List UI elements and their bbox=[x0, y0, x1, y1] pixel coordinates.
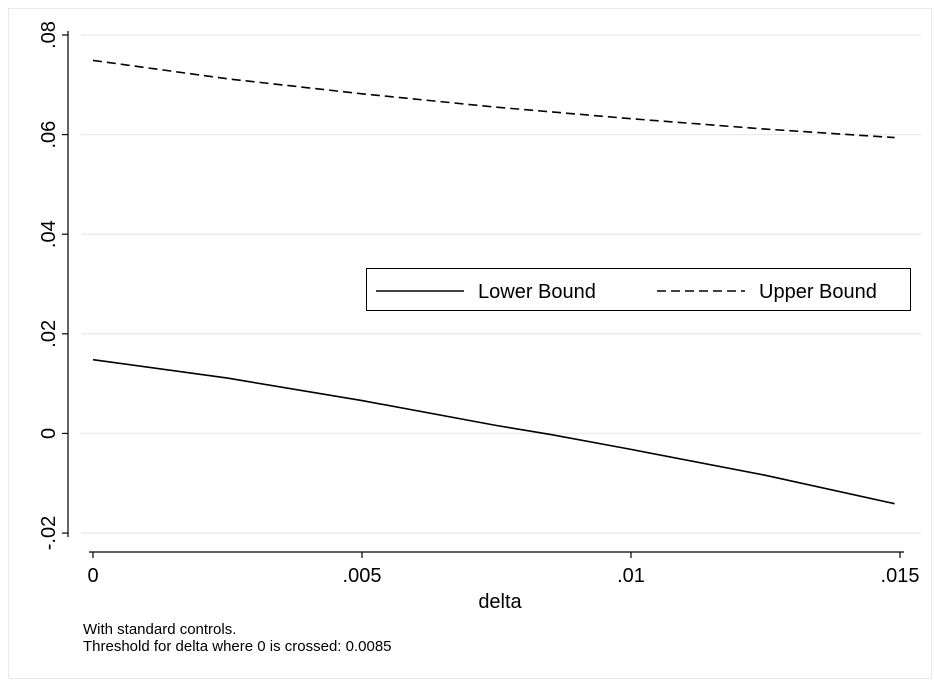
legend: Lower Bound Upper Bound bbox=[366, 268, 911, 311]
x-tick-label: .015 bbox=[881, 565, 920, 587]
series-layer bbox=[92, 59, 895, 505]
x-tick-label: .01 bbox=[617, 565, 645, 587]
grid-lines bbox=[81, 34, 921, 534]
legend-label-upper-bound: Upper Bound bbox=[759, 281, 877, 303]
legend-box bbox=[366, 268, 911, 311]
series-line-upper-bound bbox=[92, 59, 895, 139]
y-tick-label: .04 bbox=[38, 220, 60, 248]
y-tick-label: 0 bbox=[38, 428, 60, 439]
legend-label-lower-bound: Lower Bound bbox=[478, 281, 596, 303]
chart-note-threshold: Threshold for delta where 0 is crossed: … bbox=[83, 638, 392, 655]
figure-frame bbox=[8, 8, 932, 679]
x-tick-label: .005 bbox=[343, 565, 382, 587]
y-tick-label: .08 bbox=[38, 21, 60, 49]
y-tick-label: .02 bbox=[38, 320, 60, 348]
chart-note-controls: With standard controls. bbox=[83, 621, 237, 638]
y-tick-label: .06 bbox=[38, 121, 60, 149]
y-tick-label: -.02 bbox=[38, 516, 60, 550]
series-line-lower-bound bbox=[92, 358, 895, 505]
axes: -.02 0 .02 .04 .06 .08 0 .005 .01 .015 bbox=[38, 21, 919, 587]
x-axis-title: delta bbox=[478, 591, 522, 613]
x-tick-label: 0 bbox=[87, 565, 98, 587]
